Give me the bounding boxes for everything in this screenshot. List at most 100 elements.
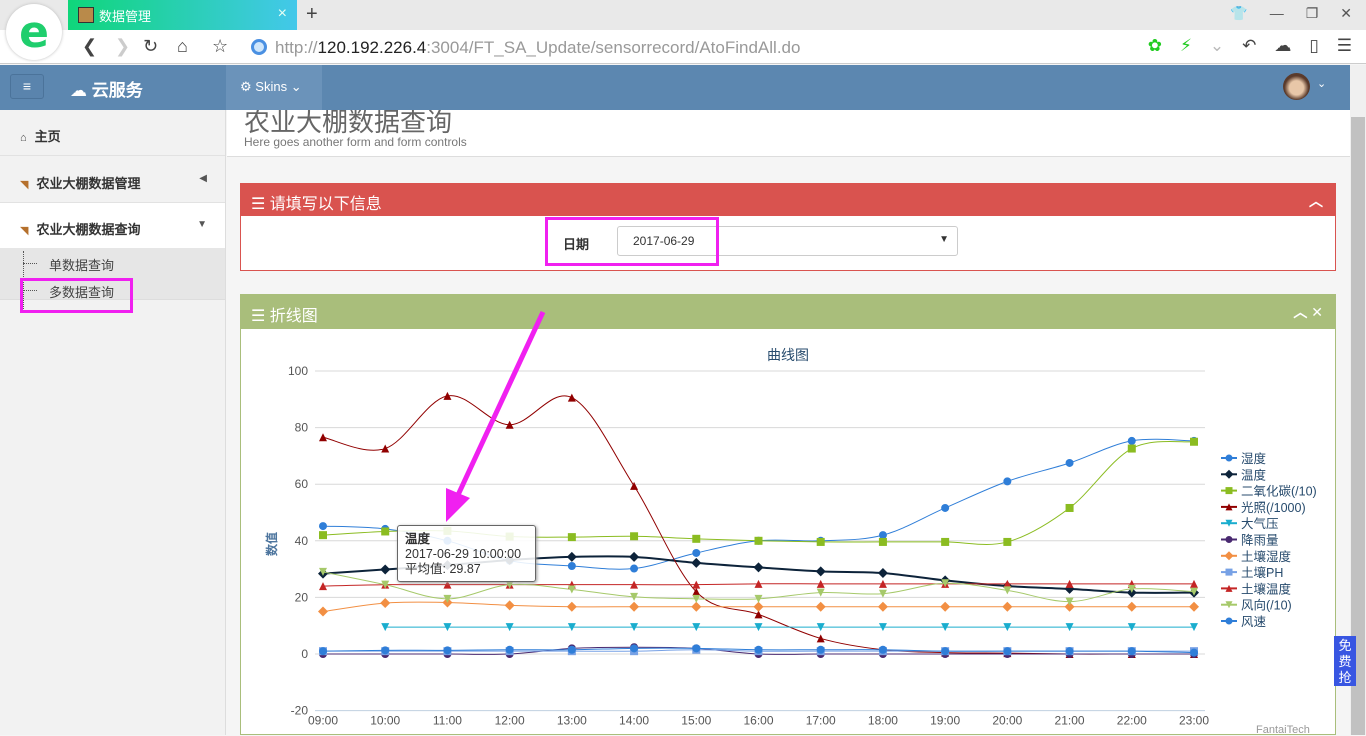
legend-marker	[1224, 469, 1234, 479]
tab-close-button[interactable]: ×	[277, 5, 287, 22]
submenu-item-multi-query[interactable]: 多数据查询	[49, 285, 115, 300]
date-select[interactable]: 2017-06-29 ▼	[617, 226, 958, 256]
sidebar-item-data-management[interactable]: ◥ 农业大棚数据管理 ◀	[0, 157, 225, 203]
data-point	[381, 527, 390, 536]
legend-item: 光照(/1000)	[1241, 501, 1306, 515]
y-tick-label: -20	[291, 704, 309, 718]
phone-icon[interactable]: ▯	[1309, 36, 1319, 55]
data-point	[443, 623, 452, 632]
x-tick-label: 10:00	[370, 714, 400, 728]
data-point	[1127, 436, 1136, 445]
data-point	[629, 601, 640, 612]
data-point	[816, 645, 825, 654]
legend-item: 湿度	[1241, 451, 1267, 466]
site-info-icon[interactable]	[251, 39, 267, 55]
data-point	[319, 531, 327, 540]
data-point	[816, 579, 825, 588]
submenu-item-single-query[interactable]: 单数据查询	[49, 258, 115, 273]
chevron-down-icon[interactable]: ⌄	[1317, 78, 1327, 90]
annotation-box	[20, 278, 133, 313]
collapse-button[interactable]: ︿	[1309, 193, 1323, 209]
data-point	[1065, 458, 1074, 467]
legend-marker	[1225, 519, 1233, 527]
undo-icon[interactable]: ↶	[1242, 36, 1257, 55]
page-scrollbar[interactable]	[1350, 65, 1366, 735]
data-point	[877, 601, 888, 612]
accelerate-icon[interactable]: ✿	[1147, 36, 1162, 55]
caret-left-icon: ◀	[199, 173, 207, 184]
new-tab-button[interactable]: +	[306, 3, 318, 25]
legend-item: 大气压	[1241, 516, 1279, 531]
minimize-button[interactable]: —	[1269, 5, 1284, 21]
browser-tab[interactable]: 数据管理 ×	[68, 0, 297, 30]
lightning-icon[interactable]: ⚡	[1179, 36, 1192, 55]
chart-credit[interactable]: FantaiTech	[1256, 724, 1310, 736]
tooltip-time: 2017-06-29 10:00:00	[405, 547, 522, 561]
reload-button[interactable]: ↻	[143, 36, 159, 56]
brand[interactable]: ☁ 云服务	[70, 76, 143, 101]
url-host: 120.192.226.4	[317, 38, 427, 57]
cloud-icon[interactable]: ☁	[1274, 36, 1292, 55]
sidebar-toggle-button[interactable]: ≡	[10, 74, 44, 99]
data-point	[1190, 648, 1198, 657]
ad-badge[interactable]: 免费抢	[1334, 636, 1356, 686]
tree-line	[23, 263, 37, 264]
data-point	[691, 557, 702, 568]
menu-icon[interactable]: ☰	[1336, 36, 1352, 55]
legend-item: 风向(/10)	[1241, 598, 1292, 613]
x-tick-label: 19:00	[930, 714, 960, 728]
sidebar-item-home[interactable]: ⌂ 主页	[0, 110, 225, 156]
data-point	[1065, 597, 1074, 606]
data-point	[566, 551, 577, 562]
url-path: :3004/FT_SA_Update/sensorrecord/AtoFindA…	[426, 38, 801, 57]
home-button[interactable]: ⌂	[177, 36, 188, 56]
logo-letter: e	[19, 6, 49, 58]
data-point	[381, 623, 390, 632]
tab-title: 数据管理	[99, 8, 152, 24]
data-point	[319, 647, 327, 656]
tooltip-value: 29.87	[449, 562, 481, 576]
address-toolbar	[0, 30, 1366, 64]
data-point	[630, 481, 639, 490]
data-point	[1002, 601, 1013, 612]
x-tick-label: 13:00	[557, 714, 587, 728]
gear-icon: ⚙	[240, 79, 256, 94]
scrollbar-thumb[interactable]	[1351, 117, 1365, 735]
dropdown-icon[interactable]: ⌄	[1209, 36, 1225, 55]
data-point	[692, 580, 701, 589]
skins-dropdown[interactable]: ⚙ Skins ⌄	[226, 65, 322, 110]
url-field[interactable]: http://120.192.226.4:3004/FT_SA_Update/s…	[275, 38, 800, 58]
data-point	[630, 644, 639, 653]
avatar[interactable]	[1283, 73, 1310, 100]
data-point	[691, 601, 702, 612]
data-point	[815, 601, 826, 612]
maximize-button[interactable]: ❐	[1305, 5, 1319, 21]
back-button[interactable]: ❮	[82, 36, 98, 56]
sidebar-item-data-query[interactable]: ◥ 农业大棚数据查询 ▼	[0, 203, 225, 249]
data-point	[754, 610, 763, 619]
x-tick-label: 09:00	[308, 714, 338, 728]
panel-title: 折线图	[269, 308, 318, 325]
data-point	[941, 623, 950, 632]
rss-icon: ◥	[20, 225, 29, 237]
data-point	[443, 594, 452, 603]
data-point	[504, 600, 515, 611]
forward-button[interactable]: ❯	[115, 36, 131, 56]
close-window-button[interactable]: ✕	[1340, 5, 1352, 21]
y-axis-label: 数值	[264, 532, 279, 556]
home-icon: ⌂	[20, 132, 27, 144]
data-point	[567, 561, 576, 570]
data-point	[630, 532, 639, 541]
collapse-button[interactable]: ︿	[1293, 304, 1308, 320]
data-point	[1190, 579, 1198, 588]
x-tick-label: 20:00	[992, 714, 1022, 728]
close-button[interactable]: ✕	[1311, 304, 1323, 320]
caret-down-icon: ▼	[939, 234, 949, 245]
data-point	[816, 623, 825, 632]
tooltip-series: 温度	[405, 532, 431, 546]
bookmark-star-icon[interactable]: ☆	[212, 36, 229, 56]
skin-icon[interactable]: 👕	[1230, 5, 1248, 21]
data-point	[319, 522, 327, 531]
data-point	[1190, 437, 1198, 446]
